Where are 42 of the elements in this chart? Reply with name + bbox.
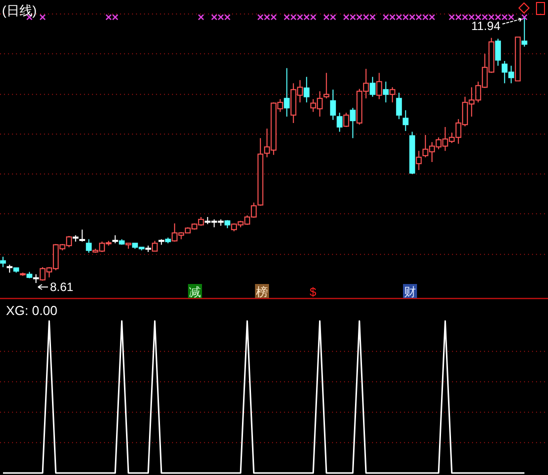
text: 减 xyxy=(189,285,201,299)
candlestick xyxy=(409,131,416,174)
candlestick xyxy=(402,110,408,132)
candlestick xyxy=(330,89,336,120)
candlestick xyxy=(158,238,164,246)
candlestick xyxy=(0,256,6,268)
text: $ xyxy=(310,285,317,299)
candlestick xyxy=(382,81,389,103)
candlestick xyxy=(343,112,350,128)
chart-title: (日线) xyxy=(2,3,37,18)
candlestick xyxy=(370,76,376,98)
candlestick xyxy=(26,271,32,279)
candlestick xyxy=(495,38,501,66)
candlestick xyxy=(376,72,382,100)
candlestick xyxy=(324,72,330,99)
candlestick xyxy=(165,237,171,244)
candlestick xyxy=(126,242,132,250)
chart-title: XG: 0.00 xyxy=(6,303,58,318)
candlestick xyxy=(6,264,12,274)
candlestick xyxy=(390,86,396,103)
candlestick xyxy=(145,245,152,252)
candlestick xyxy=(86,238,92,254)
candlestick xyxy=(514,36,521,82)
candlestick xyxy=(304,76,310,103)
candlestick xyxy=(20,272,26,276)
candlestick xyxy=(350,107,356,139)
annotation: 11.94 xyxy=(471,19,501,33)
candlestick xyxy=(112,234,118,244)
candlestick xyxy=(396,92,402,120)
text: 榜 xyxy=(256,285,268,299)
candlestick xyxy=(284,68,290,118)
annotation: 8.61 xyxy=(50,280,74,294)
candlestick xyxy=(152,240,158,252)
text: 财 xyxy=(404,285,416,299)
candlestick xyxy=(13,267,20,274)
candlestick xyxy=(416,150,422,170)
candlestick xyxy=(79,229,86,242)
candlestick xyxy=(118,238,125,246)
candlestick xyxy=(33,274,39,284)
candlestick xyxy=(72,234,78,242)
candlestick xyxy=(224,220,230,229)
candlestick xyxy=(336,112,342,132)
